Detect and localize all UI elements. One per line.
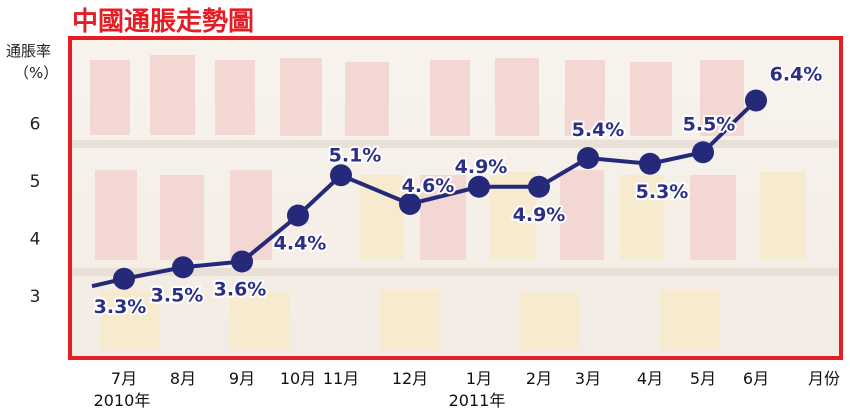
x-tick-label: 2月 bbox=[526, 369, 552, 388]
x-tick-label: 10月 bbox=[280, 369, 316, 388]
x-tick-label: 3月 bbox=[575, 369, 601, 388]
year-label: 2011年 bbox=[449, 391, 506, 410]
data-point bbox=[577, 147, 599, 169]
year-labels: 2010年 2011年 bbox=[94, 391, 506, 410]
data-label: 4.6% bbox=[402, 175, 455, 197]
x-tick-label: 8月 bbox=[170, 369, 196, 388]
x-tick-label: 6月 bbox=[743, 369, 769, 388]
x-axis-unit-label: 月份 bbox=[808, 369, 840, 388]
data-label: 4.4% bbox=[274, 233, 327, 255]
data-label: 5.5% bbox=[683, 113, 736, 135]
y-tick-labels: 3 4 5 6 bbox=[30, 115, 41, 308]
data-label: 4.9% bbox=[455, 156, 508, 178]
x-tick-label: 5月 bbox=[690, 369, 716, 388]
x-tick-label: 1月 bbox=[466, 369, 492, 388]
x-tick-label: 7月 bbox=[111, 369, 137, 388]
data-labels: 3.3%3.5% 3.6%4.4%5.1%4.6%4.9%4.9%5.4%5.3%… bbox=[92, 62, 825, 320]
data-label: 3.3% bbox=[94, 296, 147, 318]
data-label: 4.9% bbox=[513, 204, 566, 226]
y-tick-label: 4 bbox=[30, 230, 41, 250]
chart-title: 中國通脹走勢圖 bbox=[72, 7, 254, 37]
data-point bbox=[639, 152, 661, 175]
data-point bbox=[399, 193, 421, 215]
data-label: 6.4% bbox=[770, 64, 823, 86]
data-label: 3.6% bbox=[214, 279, 267, 301]
data-point bbox=[528, 175, 550, 198]
data-point bbox=[468, 175, 490, 198]
data-label: 5.1% bbox=[329, 144, 382, 166]
y-axis-label: 通脹率 bbox=[6, 42, 51, 60]
y-tick-label: 3 bbox=[30, 287, 41, 307]
x-tick-label: 11月 bbox=[323, 369, 359, 388]
y-axis-unit: （%） bbox=[14, 64, 58, 82]
y-tick-label: 6 bbox=[30, 115, 41, 135]
data-point bbox=[113, 267, 135, 290]
data-label: 5.3% bbox=[636, 181, 689, 203]
data-point bbox=[330, 164, 352, 187]
chart-frame bbox=[68, 36, 843, 360]
data-label: 3.5% bbox=[151, 284, 204, 306]
background-photo bbox=[70, 40, 840, 358]
y-tick-label: 5 bbox=[30, 172, 41, 192]
year-label: 2010年 bbox=[94, 391, 151, 410]
x-tick-label: 4月 bbox=[637, 369, 663, 388]
series-cpi bbox=[91, 89, 767, 290]
x-tick-label: 9月 bbox=[229, 369, 255, 388]
x-tick-labels: 7月 8月 9月 10月 11月 12月 1月 2月 3月 4月 5月 6月 bbox=[111, 369, 769, 388]
data-point bbox=[745, 89, 767, 112]
data-point bbox=[287, 204, 309, 227]
data-point bbox=[692, 141, 714, 164]
data-point bbox=[231, 250, 253, 273]
data-point bbox=[172, 256, 194, 279]
data-label: 5.4% bbox=[572, 119, 625, 141]
x-tick-label: 12月 bbox=[392, 369, 428, 388]
